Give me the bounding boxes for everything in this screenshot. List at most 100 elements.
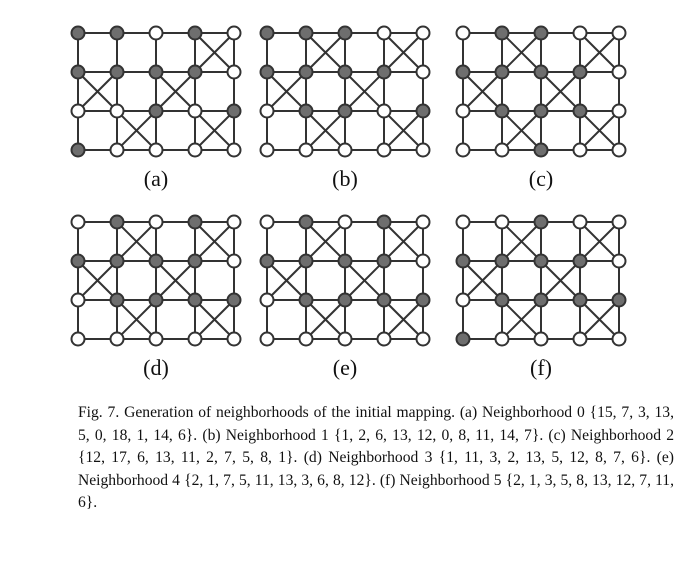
grid-node-selected [187,253,203,269]
diagonal-edge [579,221,620,262]
grid-node-selected [187,25,203,41]
grid-node [611,142,627,158]
grid-node [572,214,588,230]
grid-node-selected [533,103,549,119]
grid-node [226,64,242,80]
grid-node [611,331,627,347]
grid-node [70,292,86,308]
grid-node-selected [148,64,164,80]
grid-node [494,142,510,158]
grid-node-selected [572,64,588,80]
grid-node-selected [148,103,164,119]
grid-node-selected [337,25,353,41]
figure-7-neighborhood-grids: (a) (b) (c) (d) (e) (f) [70,25,627,380]
grid-node [611,214,627,230]
diagonal-edge [116,110,157,151]
grid-node-selected [259,253,275,269]
panel-e: (e) [259,214,431,380]
panel-label: (b) [332,166,358,191]
grid-node-selected [533,64,549,80]
grid-node [415,253,431,269]
grid-node-selected [572,103,588,119]
grid-node-selected [572,253,588,269]
diagonal-edge [462,71,503,112]
grid-node [259,214,275,230]
grid-node [148,142,164,158]
diagonal-edge [579,299,620,340]
grid-node-selected [494,64,510,80]
diagonal-edge [116,221,157,262]
grid-node-selected [148,292,164,308]
diagonal-edge [540,71,581,112]
grid-node [298,142,314,158]
diagonal-edge [266,71,307,112]
grid-node-selected [376,64,392,80]
grid-node [455,103,471,119]
grid-node-selected [70,64,86,80]
grid-node [70,214,86,230]
grid-node [376,25,392,41]
diagonal-edge [383,32,424,73]
diagonal-edge [501,221,542,262]
grid-node-selected [337,292,353,308]
panel-label: (d) [143,355,169,380]
grid-node [187,103,203,119]
grid-node-selected [455,64,471,80]
diagonal-edge [305,299,346,340]
grid-node [494,214,510,230]
diagonal-edge [383,299,424,340]
grid-node [187,331,203,347]
grid-node-selected [455,331,471,347]
panel-label: (c) [529,166,553,191]
grid-node [259,142,275,158]
grid-node [494,331,510,347]
panel-b: (b) [259,25,431,191]
diagonal-edge [305,110,346,151]
panel-a: (a) [70,25,242,191]
grid-node-selected [572,292,588,308]
grid-node [415,25,431,41]
grid-node-selected [148,253,164,269]
grid-node [415,64,431,80]
diagonal-edge [540,260,581,301]
grid-node-selected [70,25,86,41]
grid-node [109,142,125,158]
grid-node-selected [298,25,314,41]
grid-node-selected [187,214,203,230]
grid-node-selected [298,103,314,119]
diagonal-edge [305,32,346,73]
grid-node [109,103,125,119]
grid-node-selected [376,214,392,230]
grid-node [376,142,392,158]
grid-node-selected [226,292,242,308]
grid-node-selected [337,103,353,119]
diagonal-edge [155,260,196,301]
grid-node-selected [109,64,125,80]
diagonal-edge [77,71,118,112]
grid-node-selected [494,103,510,119]
grid-node-selected [70,142,86,158]
diagonal-edge [383,110,424,151]
grid-node [148,25,164,41]
figure-caption: Fig. 7. Generation of neighborhoods of t… [78,402,674,515]
grid-node-selected [298,214,314,230]
grid-node [611,25,627,41]
grid-node-selected [376,292,392,308]
grid-node-selected [415,103,431,119]
grid-node-selected [109,214,125,230]
grid-node-selected [533,142,549,158]
diagonal-edge [305,221,346,262]
grid-node-selected [187,64,203,80]
grid-node [148,331,164,347]
grid-node [572,331,588,347]
grid-node-selected [70,253,86,269]
grid-node-selected [298,292,314,308]
diagonal-edge [579,32,620,73]
grid-node [611,103,627,119]
grid-node [187,142,203,158]
grid-node [455,292,471,308]
grid-node [226,253,242,269]
grid-node [259,292,275,308]
grid-node [337,214,353,230]
grid-node-selected [109,25,125,41]
